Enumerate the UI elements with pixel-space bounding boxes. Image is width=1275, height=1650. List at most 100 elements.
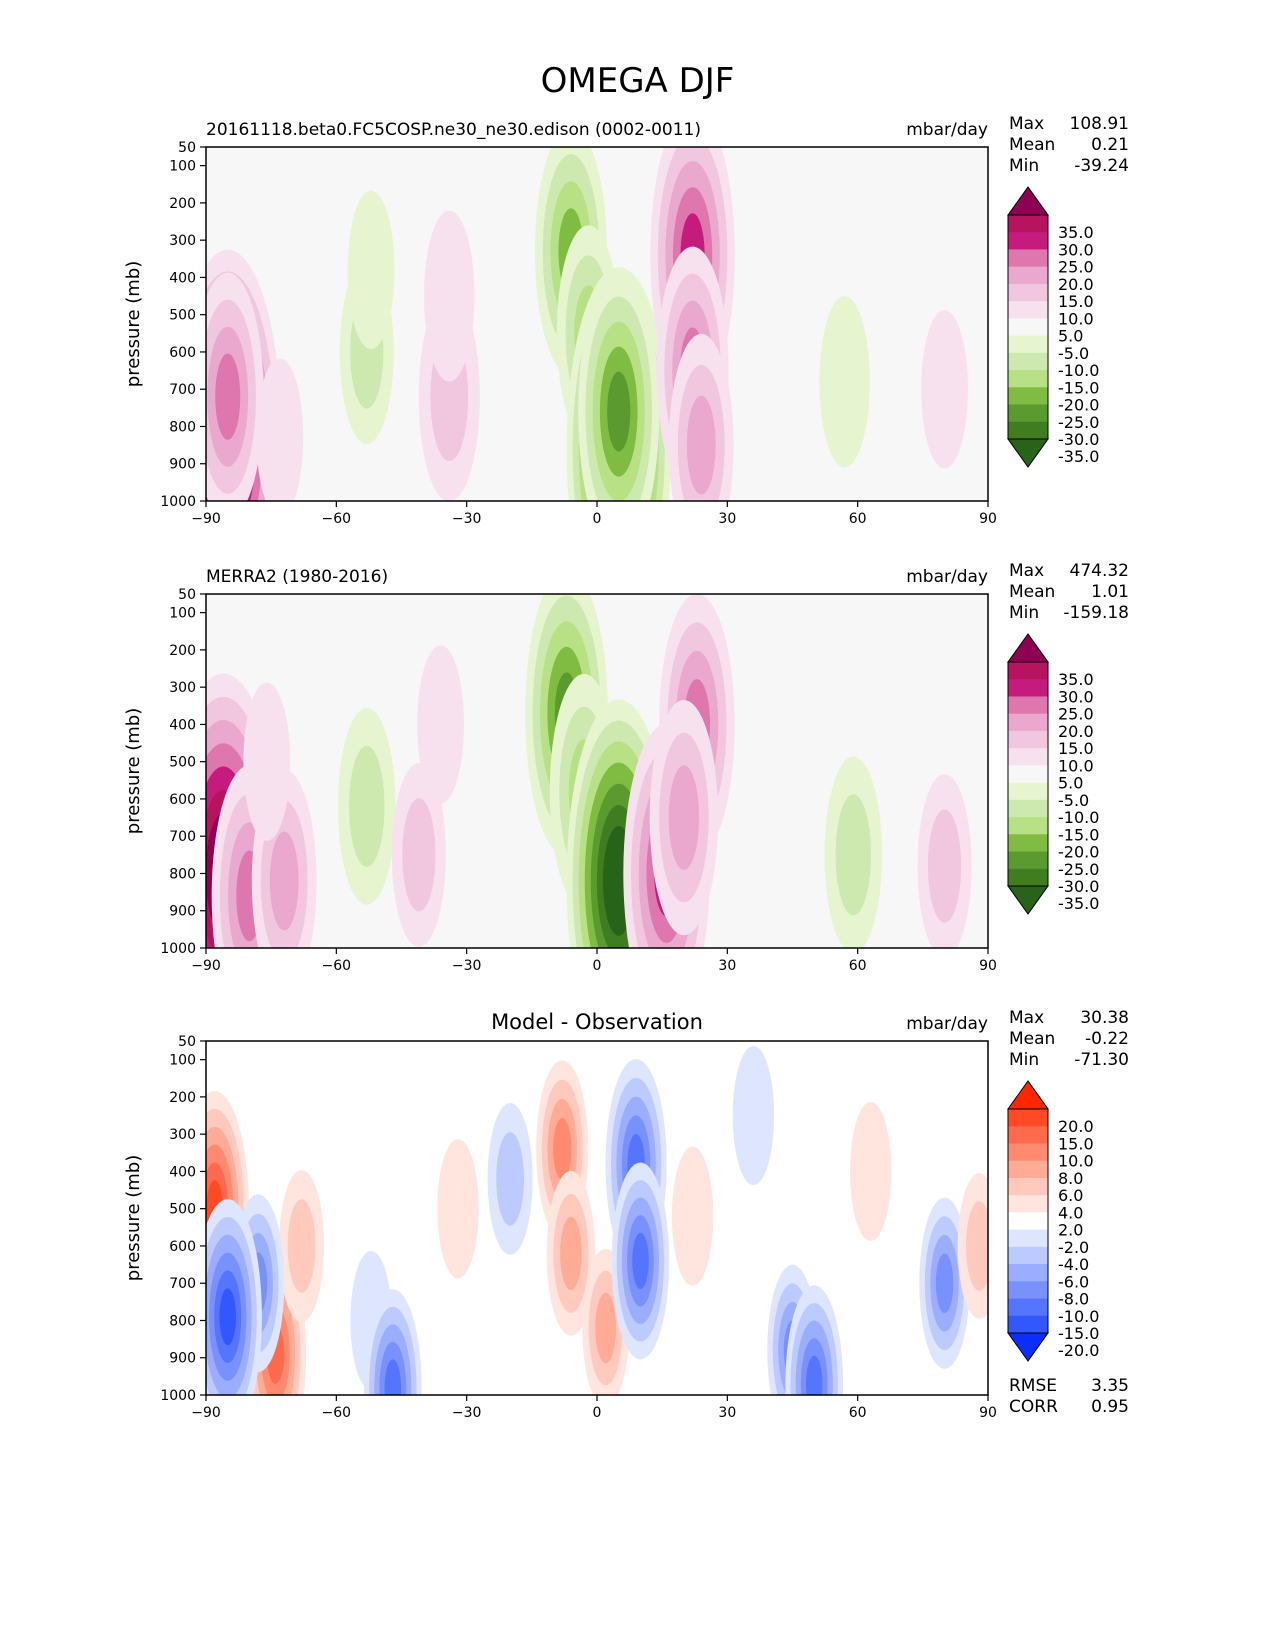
- colorbar-extend-min: [1007, 885, 1049, 915]
- stat-value: -71.30: [1074, 1050, 1129, 1070]
- x-tick-label: 30: [718, 511, 736, 527]
- contour-level: [256, 358, 304, 501]
- colorbar-band: [1008, 679, 1048, 697]
- colorbar-label: 25.0: [1058, 705, 1094, 724]
- contour-level: [732, 1045, 775, 1186]
- y-tick-label: 300: [169, 1127, 196, 1143]
- colorbar-band: [1008, 1246, 1048, 1265]
- contour-level: [287, 1199, 316, 1293]
- colorbar-label: 30.0: [1058, 687, 1094, 706]
- footer-stat-label: RMSE: [1009, 1376, 1057, 1396]
- panel-units: mbar/day: [906, 120, 988, 140]
- y-tick-label: 50: [178, 1034, 196, 1050]
- contour-feature: [424, 210, 475, 382]
- colorbar-label: -25.0: [1058, 413, 1099, 432]
- panel-units: mbar/day: [906, 1014, 988, 1034]
- stat-label: Mean: [1009, 1029, 1055, 1049]
- y-tick-label: 700: [169, 382, 196, 398]
- contour-feature: [546, 1171, 596, 1336]
- colorbar-band: [1008, 266, 1048, 285]
- contour-feature: [279, 1169, 325, 1322]
- contour-level: [668, 765, 700, 870]
- colorbar-label: -4.0: [1058, 1255, 1089, 1274]
- colorbar-band: [1008, 1160, 1048, 1179]
- y-tick-label: 1000: [160, 941, 196, 957]
- contour-feature: [347, 190, 395, 350]
- stat-label: Min: [1009, 1050, 1039, 1070]
- contour-level: [632, 1232, 649, 1289]
- colorbar-label: -2.0: [1058, 1238, 1089, 1257]
- colorbar-band: [1008, 765, 1048, 784]
- y-tick-label: 900: [169, 904, 196, 920]
- panel-units: mbar/day: [906, 567, 988, 587]
- colorbar-label: -20.0: [1058, 396, 1099, 415]
- contour-feature: [785, 1285, 844, 1395]
- y-tick-label: 600: [169, 345, 196, 361]
- colorbar-label: 10.0: [1058, 756, 1094, 775]
- contour-feature: [578, 271, 660, 501]
- contour-level: [347, 190, 395, 350]
- contour-feature: [957, 1173, 988, 1319]
- contour-feature: [611, 1162, 670, 1360]
- x-tick-label: 60: [849, 511, 867, 527]
- colorbar: 20.015.010.08.06.04.02.0-2.0-4.0-6.0-8.0…: [1007, 1080, 1099, 1362]
- y-axis-label: pressure (mb): [123, 1155, 144, 1281]
- y-tick-label: 500: [169, 308, 196, 324]
- contour-level: [850, 1101, 892, 1242]
- colorbar-band: [1008, 404, 1048, 423]
- colorbar-band: [1008, 1126, 1048, 1144]
- y-tick-label: 300: [169, 680, 196, 696]
- contour-level: [219, 1288, 237, 1346]
- contour-level: [402, 798, 436, 912]
- y-tick-label: 50: [178, 140, 196, 156]
- contour-level: [921, 310, 968, 469]
- panel-center-title: Model - Observation: [491, 1010, 703, 1034]
- x-tick-label: −60: [322, 958, 352, 974]
- contour-feature: [732, 1045, 775, 1186]
- colorbar-label: -10.0: [1058, 1307, 1099, 1326]
- stat-label: Mean: [1009, 582, 1055, 602]
- y-tick-label: 900: [169, 1351, 196, 1367]
- colorbar-label: -15.0: [1058, 378, 1099, 397]
- colorbar-band: [1008, 1315, 1048, 1334]
- contour-feature: [919, 1197, 970, 1369]
- stat-value: 0.21: [1091, 135, 1129, 155]
- contour-level: [595, 1292, 617, 1364]
- colorbar: 35.030.025.020.015.010.05.0-5.0-10.0-15.…: [1007, 186, 1099, 468]
- colorbar-extend-min: [1007, 1332, 1049, 1362]
- stat-label: Min: [1009, 156, 1039, 176]
- stat-label: Min: [1009, 603, 1039, 623]
- x-tick-label: 0: [593, 1405, 602, 1421]
- panel-left-title: MERRA2 (1980-2016): [206, 567, 388, 587]
- colorbar-label: -15.0: [1058, 1324, 1099, 1343]
- colorbar-frame: [1007, 214, 1049, 440]
- colorbar: 35.030.025.020.015.010.05.0-5.0-10.0-15.…: [1007, 633, 1099, 915]
- colorbar-band: [1008, 713, 1048, 732]
- colorbar-extend-min: [1007, 438, 1049, 468]
- contour-feature: [819, 296, 870, 468]
- colorbar-band: [1008, 421, 1048, 440]
- colorbar-band: [1008, 748, 1048, 766]
- colorbar-band: [1008, 215, 1048, 233]
- colorbar-label: -30.0: [1058, 877, 1099, 896]
- y-tick-label: 1000: [160, 494, 196, 510]
- x-tick-label: −90: [191, 958, 221, 974]
- colorbar-label: 20.0: [1058, 722, 1094, 741]
- colorbar-label: 6.0: [1058, 1186, 1083, 1205]
- colorbar-band: [1008, 318, 1048, 337]
- footer-stat-value: 0.95: [1091, 1397, 1129, 1417]
- contour-level: [269, 831, 299, 931]
- colorbar-band: [1008, 249, 1048, 268]
- colorbar-label: -8.0: [1058, 1290, 1089, 1309]
- x-tick-label: −30: [452, 1405, 482, 1421]
- y-tick-label: 800: [169, 866, 196, 882]
- y-tick-label: 600: [169, 792, 196, 808]
- contour-level: [243, 682, 291, 841]
- colorbar-frame: [1007, 1108, 1049, 1334]
- colorbar-band: [1008, 1212, 1048, 1231]
- colorbar-label: -6.0: [1058, 1272, 1089, 1291]
- y-tick-label: 800: [169, 419, 196, 435]
